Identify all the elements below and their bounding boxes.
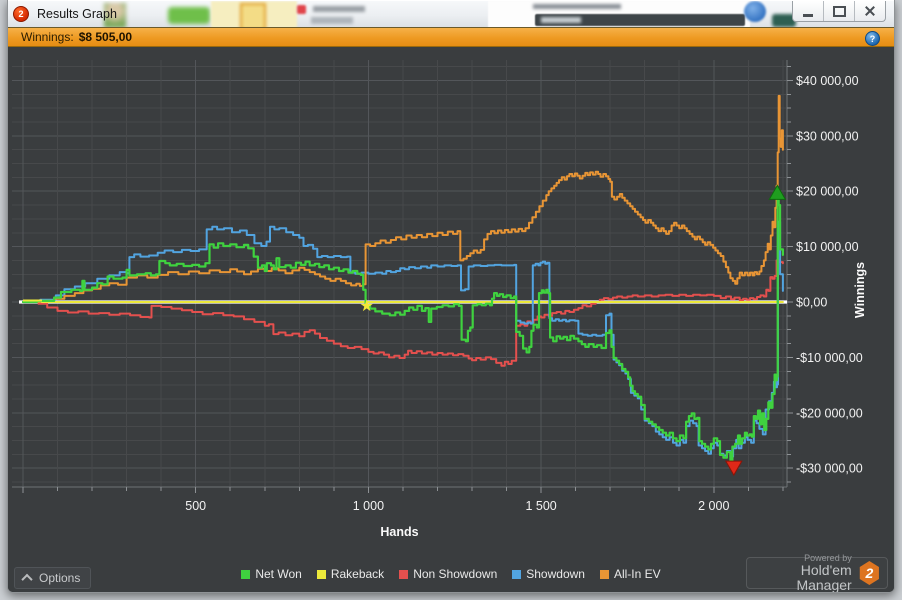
max-winnings-marker [768,184,787,200]
minimize-icon [803,14,813,17]
rakeback-star-marker: ★ [359,298,373,315]
maximize-icon [832,5,846,17]
svg-text:1 500: 1 500 [525,499,556,513]
winnings-banner: Winnings: $8 505,00 ? [8,27,894,47]
maximize-button[interactable] [824,1,855,21]
legend-item-showdown[interactable]: Showdown [512,567,585,581]
legend-label: Showdown [526,567,585,581]
legend-item-rakeback[interactable]: Rakeback [316,567,385,581]
svg-text:-$10 000,00: -$10 000,00 [796,351,863,365]
info-icon[interactable]: ? [865,31,880,46]
options-label: Options [39,571,81,585]
legend-swatch [241,569,251,579]
hm2-app-icon: 2 [13,6,29,22]
legend-label: Net Won [255,567,302,581]
svg-text:$20 000,00: $20 000,00 [796,185,859,199]
legend-item-non-showdown[interactable]: Non Showdown [399,567,497,581]
legend-item-net-won[interactable]: Net Won [241,567,302,581]
svg-text:Winnings: Winnings [853,262,867,318]
window-body: ★ $40 000,00 $30 000,00 $20 000,00 $10 000,0… [8,47,894,593]
hm2-brand-icon: 2 [859,561,879,585]
winnings-label: Winnings: [21,30,74,44]
minimize-button[interactable] [793,1,824,21]
hm2-brand-badge: 2 [865,565,874,581]
close-button[interactable] [855,1,885,21]
brand-label: Hold'em Manager [796,562,852,593]
svg-text:500: 500 [185,499,206,513]
results-graph-chart: ★ $40 000,00 $30 000,00 $20 000,00 $10 000,0… [8,47,894,552]
svg-text:$40 000,00: $40 000,00 [796,74,859,88]
window-controls [792,1,886,22]
window-title: Results Graph [37,7,117,21]
chart-legend: Net Won Rakeback Non Showdown Showdown All-I… [8,567,894,581]
legend-label: All-In EV [613,567,661,581]
svg-text:-$30 000,00: -$30 000,00 [796,462,863,476]
svg-text:$0,00: $0,00 [796,296,827,310]
min-winnings-marker [724,460,743,477]
hm2-app-icon-badge: 2 [18,9,24,19]
window-titlebar: 2 Results Graph [8,0,894,27]
legend-swatch [599,569,609,579]
legend-swatch [316,569,326,579]
bottom-bar: Options Net Won Rakeback Non Showdown Showd… [8,552,894,593]
powered-by-label: Powered by [804,552,852,563]
legend-label: Non Showdown [413,567,498,581]
svg-text:$10 000,00: $10 000,00 [796,240,859,254]
legend-swatch [399,569,409,579]
svg-text:-$20 000,00: -$20 000,00 [796,406,863,420]
legend-item-all-in-ev[interactable]: All-In EV [599,567,661,581]
powered-by-panel: Powered by Hold'em Manager 2 [746,552,888,593]
legend-swatch [512,569,522,579]
close-icon [864,5,876,17]
svg-text:2 000: 2 000 [698,499,729,513]
results-graph-window: 2 Results Graph Winnings: $8 505,00 ? ★ $… [7,0,895,593]
svg-text:$30 000,00: $30 000,00 [796,129,859,143]
options-button[interactable]: Options [14,567,92,589]
svg-text:Hands: Hands [380,525,418,539]
winnings-value: $8 505,00 [78,30,133,44]
svg-text:1 000: 1 000 [353,499,384,513]
legend-label: Rakeback [330,567,385,581]
